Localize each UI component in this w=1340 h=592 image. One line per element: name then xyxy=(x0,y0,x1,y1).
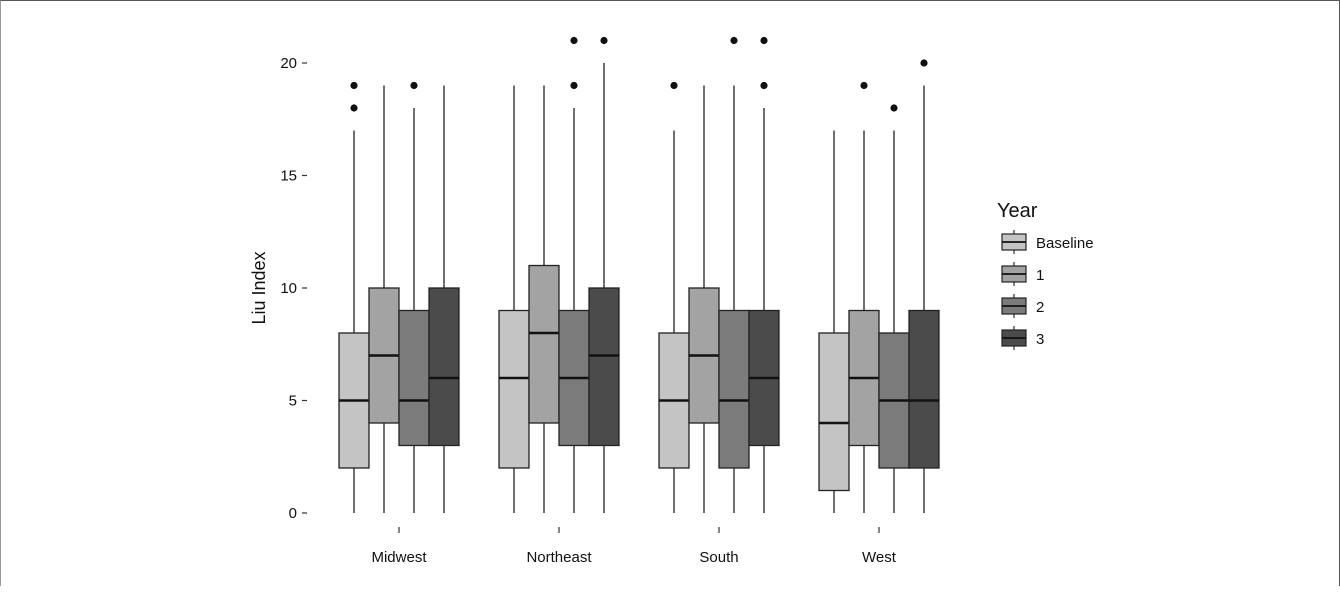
box-midwest-1 xyxy=(368,85,400,513)
x-tick-label: Midwest xyxy=(371,549,427,566)
plot-area xyxy=(338,36,940,513)
box-south-2 xyxy=(718,36,750,513)
box-west-1 xyxy=(848,81,880,513)
box-west-baseline xyxy=(818,130,850,513)
outlier-point xyxy=(860,81,868,90)
y-tick-label: 20 xyxy=(280,55,297,72)
outlier-point xyxy=(730,36,738,45)
legend-item-baseline: Baseline xyxy=(1001,230,1094,254)
box-iqr xyxy=(818,332,850,492)
box-south-baseline xyxy=(658,81,690,513)
outlier-point xyxy=(920,59,928,67)
box-midwest-baseline xyxy=(338,81,370,513)
box-west-3 xyxy=(908,59,940,513)
outlier-point xyxy=(760,81,768,90)
y-axis-title: Liu Index xyxy=(249,251,269,324)
outlier-point xyxy=(570,81,578,90)
outlier-point xyxy=(410,81,418,90)
y-tick-label: 10 xyxy=(280,280,297,297)
y-tick-label: 0 xyxy=(289,505,297,522)
box-northeast-baseline xyxy=(498,85,530,513)
legend-title: Year xyxy=(997,200,1038,222)
legend: Year Baseline 1 2 3 xyxy=(997,200,1094,350)
x-tick-label: West xyxy=(862,549,897,566)
box-northeast-2 xyxy=(558,36,590,513)
box-midwest-3 xyxy=(428,85,460,513)
box-iqr xyxy=(498,309,530,469)
outlier-point xyxy=(600,36,608,45)
y-tick-label: 5 xyxy=(289,393,297,410)
outlier-point xyxy=(760,36,768,45)
outlier-point xyxy=(570,36,578,45)
y-axis: 0 5 10 15 20 xyxy=(280,55,307,522)
legend-item-1: 1 xyxy=(1001,262,1044,286)
legend-label: 1 xyxy=(1036,267,1044,284)
box-iqr xyxy=(718,309,750,469)
box-iqr xyxy=(398,309,430,447)
x-tick-label: South xyxy=(699,549,738,566)
box-south-3 xyxy=(748,36,780,513)
outlier-point xyxy=(350,104,358,112)
box-iqr xyxy=(428,287,460,447)
box-iqr xyxy=(908,309,940,469)
outlier-point xyxy=(670,81,678,90)
legend-label: Baseline xyxy=(1036,235,1094,252)
box-iqr xyxy=(588,287,620,447)
legend-items: Baseline 1 2 3 xyxy=(1001,230,1094,350)
legend-label: 2 xyxy=(1036,299,1044,316)
legend-label: 3 xyxy=(1036,331,1044,348)
outlier-point xyxy=(890,104,898,112)
y-tick-label: 15 xyxy=(280,168,297,185)
box-northeast-3 xyxy=(588,36,620,513)
box-iqr xyxy=(528,264,560,424)
x-axis: Midwest Northeast South West xyxy=(371,527,897,566)
box-south-1 xyxy=(688,85,720,513)
box-northeast-1 xyxy=(528,85,560,513)
outlier-point xyxy=(350,81,358,90)
legend-item-3: 3 xyxy=(1001,326,1044,350)
box-west-2 xyxy=(878,104,910,513)
x-tick-label: Northeast xyxy=(526,549,592,566)
legend-item-2: 2 xyxy=(1001,294,1044,318)
box-midwest-2 xyxy=(398,81,430,513)
